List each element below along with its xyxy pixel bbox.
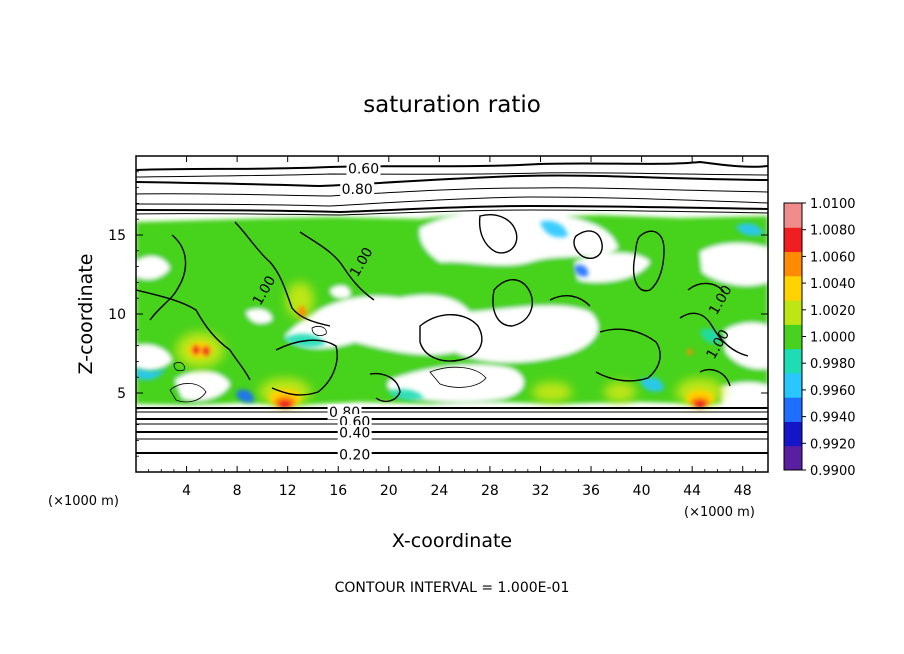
white-void-center (285, 295, 599, 363)
x-tick-label: 4 (182, 483, 191, 499)
colorbar-label: 0.9960 (810, 384, 856, 399)
colorbar: 0.9900 0.9920 0.9940 0.9960 0.9980 1.0000 1.00… (783, 197, 856, 479)
white-void-right-4 (720, 382, 768, 404)
white-void-right-1 (575, 253, 650, 283)
x-tick-label: 28 (481, 483, 499, 499)
x-unit-left: (×1000 m) (48, 494, 119, 509)
x-tick-label: 8 (233, 483, 242, 499)
y-tick-label: 5 (117, 386, 126, 402)
x-tick-label: 44 (683, 483, 701, 499)
white-void-left-2 (136, 344, 172, 370)
colorbar-swatch (784, 275, 802, 301)
x-tick-label: 48 (734, 483, 752, 499)
colorbar-label: 1.0040 (810, 277, 856, 292)
x-axis-label: X-coordinate (392, 530, 512, 552)
y-axis-ticks: 5 10 15 (108, 171, 768, 457)
colorbar-swatch (784, 445, 802, 471)
x-tick-label: 32 (532, 483, 550, 499)
contour-lines (136, 160, 768, 454)
y-tick-label: 10 (108, 307, 126, 323)
colorbar-swatch (784, 227, 802, 253)
contour-labels: 0.600.800.800.600.400.201.001.00 1.001.00 (250, 161, 736, 464)
x-tick-label: 36 (582, 483, 600, 499)
contour-label-bg (340, 181, 375, 197)
saturation-field (136, 210, 768, 408)
contour-interval-note: CONTOUR INTERVAL = 1.000E-01 (335, 580, 570, 596)
chart-title: saturation ratio (363, 92, 541, 118)
x-tick-label: 12 (279, 483, 297, 499)
white-void-right-2 (700, 243, 768, 286)
contour-label-bg (337, 447, 372, 463)
white-void-center-lower (387, 364, 524, 402)
contour-label: 0.60 (346, 161, 381, 178)
white-void-small-2 (330, 285, 351, 298)
x-unit-right: (×1000 m) (684, 505, 755, 520)
colorbar-swatch (784, 397, 802, 422)
contour-label: 0.80 (340, 181, 375, 198)
contour-label-text: 0.80 (342, 182, 373, 198)
colorbar-swatch (784, 348, 802, 374)
white-void-left-1 (136, 256, 170, 280)
white-void-left-low (175, 371, 230, 401)
contour-label-text: 0.40 (339, 426, 370, 442)
colorbar-label: 1.0020 (810, 304, 856, 319)
x-axis-ticks: 4 8 12 16 20 24 28 32 36 40 44 48 (148, 156, 756, 499)
x-tick-label: 24 (430, 483, 448, 499)
colorbar-label: 1.0100 (810, 197, 856, 212)
contour-label-text: 0.60 (348, 162, 379, 178)
contour-label: 0.20 (337, 447, 372, 464)
colorbar-label: 1.0000 (810, 331, 856, 346)
contour-label-bg (337, 425, 372, 440)
x-tick-label: 20 (380, 483, 398, 499)
colorbar-label: 1.0080 (810, 224, 856, 239)
colorbar-swatch (784, 300, 802, 325)
y-axis-label: Z-coordinate (75, 254, 97, 375)
colorbar-swatch (784, 372, 802, 398)
colorbar-swatch (784, 421, 802, 447)
x-tick-label: 16 (329, 483, 347, 499)
white-void-small-1 (246, 309, 272, 324)
colorbar-label: 1.0060 (810, 250, 856, 265)
white-void-center-top (419, 210, 618, 266)
contour-label-bg (346, 161, 381, 177)
colorbar-swatch (784, 203, 802, 228)
y-tick-label: 15 (108, 228, 126, 244)
colorbar-swatch (784, 251, 802, 277)
colorbar-label: 0.9920 (810, 437, 856, 452)
colorbar-swatch (784, 324, 802, 350)
white-void-right-3 (725, 322, 768, 369)
colorbar-label: 0.9900 (810, 464, 856, 479)
colorbar-label: 0.9980 (810, 357, 856, 372)
x-tick-label: 40 (633, 483, 651, 499)
contour-label-text: 0.20 (339, 448, 370, 464)
colorbar-label: 0.9940 (810, 411, 856, 426)
contour-label: 0.40 (337, 425, 372, 442)
